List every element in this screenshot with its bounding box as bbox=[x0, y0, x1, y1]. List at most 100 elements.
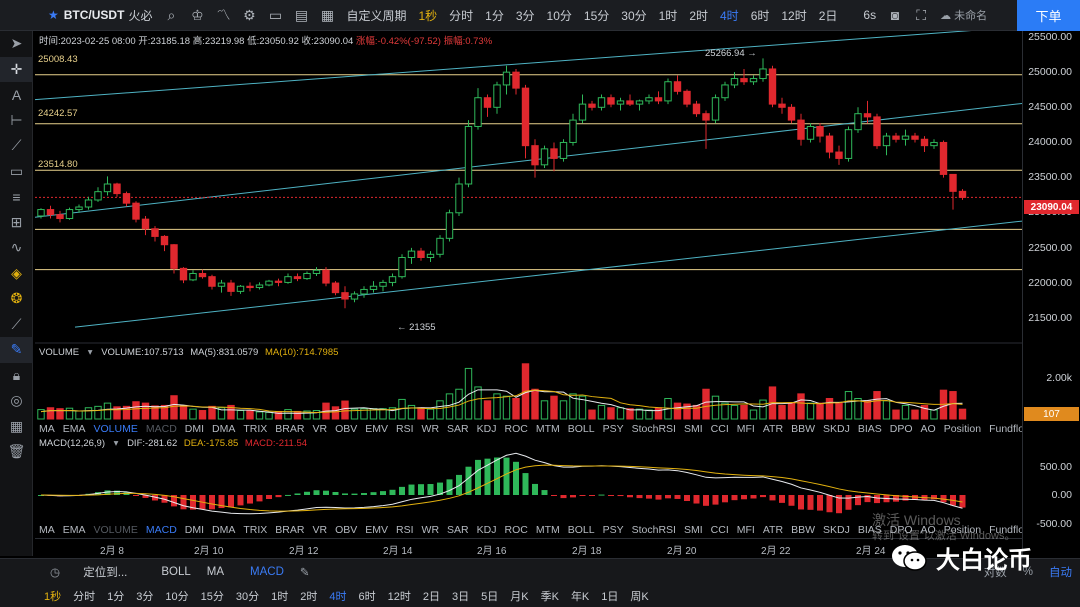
tf-2d[interactable]: 2日 bbox=[818, 8, 838, 23]
symbol-selector[interactable]: ★ BTC/USDT 火必 bbox=[0, 0, 158, 31]
tf-10m[interactable]: 10分 bbox=[546, 8, 572, 23]
indicator-tab-roc[interactable]: ROC bbox=[504, 423, 528, 435]
tf-1h[interactable]: 1时 bbox=[658, 8, 678, 23]
tf-1s[interactable]: 1秒 bbox=[418, 8, 438, 23]
indicator-tab-boll[interactable]: BOLL bbox=[567, 524, 595, 536]
tf-30m[interactable]: 30分 bbox=[621, 8, 647, 23]
ruler-icon[interactable]: ⟋ bbox=[11, 315, 22, 332]
indicator-tab-dpo[interactable]: DPO bbox=[889, 423, 913, 435]
indicator-tab-trix[interactable]: TRIX bbox=[243, 423, 268, 435]
period-3[interactable]: 3分 bbox=[136, 590, 154, 603]
indicator-tab-rsi[interactable]: RSI bbox=[396, 423, 414, 435]
indicator-tab-obv[interactable]: OBV bbox=[335, 524, 358, 536]
star-icon[interactable]: ★ bbox=[48, 8, 59, 22]
indicator-tab-mfi[interactable]: MFI bbox=[736, 423, 755, 435]
volume-title[interactable]: VOLUME bbox=[39, 347, 80, 358]
indicator-tab-macd[interactable]: MACD bbox=[145, 524, 177, 536]
tf-1m[interactable]: 1分 bbox=[485, 8, 504, 23]
indicator-tab-mfi[interactable]: MFI bbox=[736, 524, 755, 536]
period-14[interactable]: 5日 bbox=[481, 590, 499, 603]
period-5[interactable]: 15分 bbox=[200, 590, 224, 603]
tf-3m[interactable]: 3分 bbox=[515, 8, 535, 23]
tf-4h[interactable]: 4时 bbox=[720, 8, 739, 23]
trendline-icon[interactable]: ⟋ bbox=[11, 137, 22, 154]
layout-name[interactable]: ☁ 未命名 bbox=[934, 0, 993, 31]
indicator-tab-dmi[interactable]: DMI bbox=[184, 524, 205, 536]
chart-type-icon[interactable]: 〽 bbox=[216, 7, 231, 23]
indicator-tab-ma[interactable]: MA bbox=[39, 524, 55, 536]
indicator-tab-ema[interactable]: EMA bbox=[62, 423, 86, 435]
indicator-tab-dma[interactable]: DMA bbox=[212, 423, 236, 435]
link-icon[interactable]: ❂ bbox=[10, 290, 23, 307]
indicator-tab-emv[interactable]: EMV bbox=[365, 423, 389, 435]
price-axis[interactable]: 25500.00 25000.00 24500.00 24000.00 2350… bbox=[1022, 31, 1080, 556]
period-17[interactable]: 年K bbox=[570, 590, 590, 603]
indicator-tab-ma[interactable]: MA bbox=[39, 423, 55, 435]
indicator-tab-ao[interactable]: AO bbox=[920, 524, 936, 536]
locate-button[interactable]: ◷ 定位到... bbox=[0, 564, 143, 580]
period-6[interactable]: 30分 bbox=[235, 590, 260, 603]
indicator-tab-psy[interactable]: PSY bbox=[602, 524, 624, 536]
indicator-tab-smi[interactable]: SMI bbox=[683, 423, 703, 435]
indicator-tab-mtm[interactable]: MTM bbox=[535, 423, 560, 435]
chart-canvas[interactable] bbox=[35, 31, 1022, 556]
indicator-tab-position[interactable]: Position bbox=[943, 423, 982, 435]
period-1[interactable]: 分时 bbox=[73, 590, 96, 603]
indicator-tab-dma[interactable]: DMA bbox=[212, 524, 236, 536]
search-icon[interactable]: ⌕ bbox=[167, 6, 176, 23]
layers-icon[interactable]: ▦ bbox=[9, 417, 24, 434]
camera-icon[interactable]: ◙ bbox=[890, 7, 900, 23]
tf-12h[interactable]: 12时 bbox=[781, 8, 807, 23]
period-12[interactable]: 2日 bbox=[422, 590, 440, 603]
magnet-icon[interactable]: ◈ bbox=[11, 264, 22, 281]
indicator-tab-dmi[interactable]: DMI bbox=[184, 423, 205, 435]
macd-title[interactable]: MACD(12,26,9) bbox=[39, 438, 105, 449]
parallel-channel-icon[interactable]: ≡ bbox=[12, 188, 21, 205]
overlay-macd[interactable]: MACD bbox=[250, 565, 284, 578]
tf-timeshare[interactable]: 分时 bbox=[449, 8, 474, 23]
indicator-tab-roc[interactable]: ROC bbox=[504, 524, 528, 536]
volume-dropdown-icon[interactable]: ▾ bbox=[87, 347, 93, 358]
indicator-tab-position[interactable]: Position bbox=[943, 524, 982, 536]
period-9[interactable]: 4时 bbox=[329, 590, 347, 603]
date-axis[interactable]: 2月 8 2月 10 2月 12 2月 14 2月 16 2月 18 2月 20… bbox=[35, 538, 1022, 557]
indicator-tab-sar[interactable]: SAR bbox=[447, 423, 469, 435]
indicator-icon[interactable]: ♔ bbox=[191, 6, 204, 23]
indicator-tab-smi[interactable]: SMI bbox=[683, 524, 703, 536]
tf-6h[interactable]: 6时 bbox=[750, 8, 770, 23]
period-2[interactable]: 1分 bbox=[107, 590, 125, 603]
indicator-tab-mtm[interactable]: MTM bbox=[535, 524, 560, 536]
indicator-tab-trix[interactable]: TRIX bbox=[243, 524, 268, 536]
log-toggle[interactable]: 对数 bbox=[983, 566, 1007, 579]
price-chart[interactable]: 时间:2023-02-25 08:00 开:23185.18 高:23219.9… bbox=[35, 31, 1022, 556]
period-10[interactable]: 6时 bbox=[358, 590, 376, 603]
indicator-tab-skdj[interactable]: SKDJ bbox=[822, 423, 850, 435]
rectangle-icon[interactable]: ▭ bbox=[9, 162, 24, 179]
horizontal-line-icon[interactable]: ⊢ bbox=[10, 111, 23, 128]
indicator-tab-fundflow[interactable]: Fundflow bbox=[989, 524, 1032, 536]
indicator-tab-kdj[interactable]: KDJ bbox=[476, 423, 497, 435]
indicator-tab-brar[interactable]: BRAR bbox=[275, 423, 305, 435]
indicator-tab-bias[interactable]: BIAS bbox=[857, 524, 882, 536]
period-16[interactable]: 季K bbox=[540, 590, 559, 603]
period-7[interactable]: 1时 bbox=[271, 590, 289, 603]
cursor-icon[interactable]: ➤ bbox=[10, 35, 23, 52]
indicator-tab-volume[interactable]: VOLUME bbox=[93, 423, 138, 435]
tf-15m[interactable]: 15分 bbox=[583, 8, 610, 23]
indicator-tab-skdj[interactable]: SKDJ bbox=[822, 524, 850, 536]
tf-2h[interactable]: 2时 bbox=[689, 8, 708, 23]
indicator-tab-emv[interactable]: EMV bbox=[365, 524, 389, 536]
indicator-tab-brar[interactable]: BRAR bbox=[275, 524, 305, 536]
period-4[interactable]: 10分 bbox=[165, 590, 189, 603]
auto-toggle[interactable]: 自动 bbox=[1049, 566, 1072, 579]
indicator-tab-volume[interactable]: VOLUME bbox=[93, 524, 138, 536]
macd-dropdown-icon[interactable]: ▾ bbox=[113, 438, 119, 449]
settings-icon[interactable]: ⚙ bbox=[243, 6, 256, 23]
indicator-tab-atr[interactable]: ATR bbox=[762, 524, 784, 536]
indicator-tab-cci[interactable]: CCI bbox=[710, 524, 729, 536]
period-0[interactable]: 1秒 bbox=[44, 590, 62, 603]
wave-icon[interactable]: ∿ bbox=[10, 239, 23, 256]
bookmark-icon[interactable]: ▭ bbox=[268, 6, 283, 23]
indicator-tab-vr[interactable]: VR bbox=[312, 423, 328, 435]
indicator-tab-bias[interactable]: BIAS bbox=[857, 423, 882, 435]
